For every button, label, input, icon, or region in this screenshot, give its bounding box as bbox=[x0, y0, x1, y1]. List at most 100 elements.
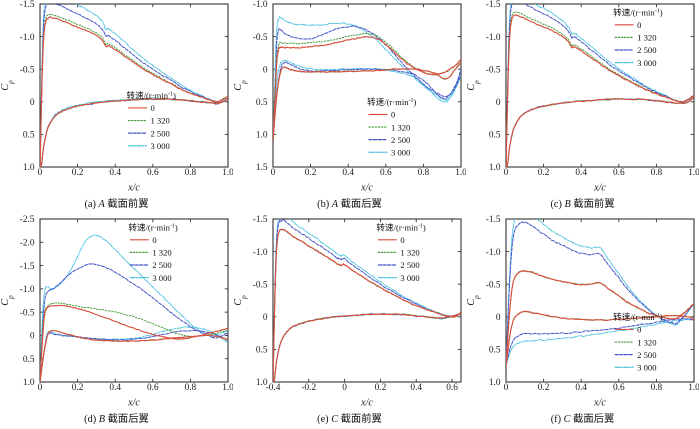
svg-text:0.2: 0.2 bbox=[72, 383, 84, 393]
svg-text:2 500: 2 500 bbox=[152, 260, 171, 270]
svg-text:(a) A 截面前翼: (a) A 截面前翼 bbox=[84, 197, 148, 210]
svg-text:0.8: 0.8 bbox=[418, 168, 430, 178]
svg-text:-0.4: -0.4 bbox=[266, 383, 281, 393]
svg-text:0.2: 0.2 bbox=[305, 168, 317, 178]
svg-text:2 500: 2 500 bbox=[391, 135, 410, 145]
svg-text:-0.5: -0.5 bbox=[20, 308, 35, 318]
svg-text:0: 0 bbox=[152, 235, 156, 245]
svg-text:0.6: 0.6 bbox=[613, 168, 625, 178]
svg-text:0.8: 0.8 bbox=[651, 168, 663, 178]
svg-text:0.2: 0.2 bbox=[538, 168, 550, 178]
svg-text:2 500: 2 500 bbox=[637, 350, 656, 360]
svg-text:-1.0: -1.0 bbox=[253, 248, 268, 258]
svg-text:-0.5: -0.5 bbox=[486, 65, 501, 75]
svg-text:0.4: 0.4 bbox=[109, 383, 121, 393]
svg-text:3 000: 3 000 bbox=[400, 273, 419, 283]
svg-text:0.5: 0.5 bbox=[489, 131, 501, 141]
svg-text:-1.0: -1.0 bbox=[20, 285, 35, 295]
svg-text:0.6: 0.6 bbox=[380, 168, 392, 178]
svg-text:0.2: 0.2 bbox=[538, 383, 550, 393]
svg-text:(f) C 截面后翼: (f) C 截面后翼 bbox=[551, 412, 615, 425]
svg-text:(c) B 截面前翼: (c) B 截面前翼 bbox=[550, 197, 614, 210]
svg-text:-1.0: -1.0 bbox=[20, 33, 35, 43]
svg-text:-1.0: -1.0 bbox=[253, 0, 268, 10]
svg-text:0.5: 0.5 bbox=[23, 355, 35, 365]
svg-text:1 320: 1 320 bbox=[150, 116, 169, 126]
svg-text:0.6: 0.6 bbox=[613, 383, 625, 393]
svg-text:0: 0 bbox=[263, 65, 268, 75]
svg-text:0: 0 bbox=[38, 168, 43, 178]
svg-text:0: 0 bbox=[30, 332, 35, 342]
svg-text:0: 0 bbox=[637, 325, 641, 335]
svg-text:0: 0 bbox=[400, 235, 404, 245]
svg-text:0.8: 0.8 bbox=[651, 383, 663, 393]
svg-text:2 500: 2 500 bbox=[637, 45, 656, 55]
svg-text:0: 0 bbox=[38, 383, 43, 393]
svg-text:0.4: 0.4 bbox=[410, 383, 422, 393]
svg-text:x/c: x/c bbox=[360, 183, 373, 194]
svg-text:1.0: 1.0 bbox=[222, 168, 233, 178]
svg-text:1.0: 1.0 bbox=[222, 383, 233, 393]
svg-text:0: 0 bbox=[496, 98, 501, 108]
svg-text:0.5: 0.5 bbox=[23, 131, 35, 141]
svg-text:0.2: 0.2 bbox=[72, 168, 84, 178]
svg-text:2 500: 2 500 bbox=[400, 260, 419, 270]
svg-text:0: 0 bbox=[391, 110, 395, 120]
svg-text:1.0: 1.0 bbox=[489, 163, 501, 173]
svg-text:0: 0 bbox=[150, 103, 154, 113]
svg-text:x/c: x/c bbox=[127, 398, 140, 409]
svg-text:0: 0 bbox=[637, 20, 641, 30]
svg-text:x/c: x/c bbox=[593, 183, 606, 194]
svg-text:-1.5: -1.5 bbox=[253, 215, 268, 225]
svg-text:0.8: 0.8 bbox=[185, 383, 197, 393]
svg-text:0.4: 0.4 bbox=[575, 168, 587, 178]
svg-text:1.0: 1.0 bbox=[455, 168, 466, 178]
svg-text:(e) C 截面前翼: (e) C 截面前翼 bbox=[317, 412, 382, 425]
svg-text:0.5: 0.5 bbox=[256, 346, 268, 356]
svg-text:-0.5: -0.5 bbox=[253, 280, 268, 290]
svg-text:-1.5: -1.5 bbox=[486, 0, 501, 10]
svg-text:0.6: 0.6 bbox=[446, 383, 458, 393]
svg-text:x/c: x/c bbox=[360, 398, 373, 409]
svg-text:0.6: 0.6 bbox=[147, 383, 159, 393]
svg-text:1 320: 1 320 bbox=[637, 337, 656, 347]
svg-text:0: 0 bbox=[271, 168, 276, 178]
svg-text:0.6: 0.6 bbox=[147, 168, 159, 178]
svg-text:1.0: 1.0 bbox=[688, 168, 699, 178]
svg-text:-1.5: -1.5 bbox=[20, 262, 35, 272]
svg-text:(d) B 截面后翼: (d) B 截面后翼 bbox=[84, 412, 149, 425]
svg-text:3 000: 3 000 bbox=[391, 147, 410, 157]
svg-text:-1.5: -1.5 bbox=[20, 0, 35, 10]
svg-text:1.5: 1.5 bbox=[256, 163, 268, 173]
svg-text:1.0: 1.0 bbox=[688, 383, 699, 393]
svg-text:0.5: 0.5 bbox=[256, 98, 268, 108]
svg-text:x/c: x/c bbox=[127, 183, 140, 194]
svg-text:0: 0 bbox=[504, 168, 509, 178]
svg-text:3 000: 3 000 bbox=[152, 273, 171, 283]
svg-text:0: 0 bbox=[504, 383, 509, 393]
svg-text:0: 0 bbox=[30, 98, 35, 108]
svg-text:1 320: 1 320 bbox=[400, 248, 419, 258]
svg-text:1 320: 1 320 bbox=[391, 122, 410, 132]
svg-text:1.0: 1.0 bbox=[23, 163, 35, 173]
svg-text:1 320: 1 320 bbox=[152, 248, 171, 258]
svg-text:0: 0 bbox=[263, 313, 268, 323]
svg-text:-1.0: -1.0 bbox=[486, 248, 501, 258]
svg-text:0: 0 bbox=[342, 383, 347, 393]
svg-text:2 500: 2 500 bbox=[150, 128, 169, 138]
svg-text:-1.0: -1.0 bbox=[486, 33, 501, 43]
svg-text:3 000: 3 000 bbox=[150, 141, 169, 151]
svg-text:0: 0 bbox=[496, 313, 501, 323]
svg-text:1.0: 1.0 bbox=[256, 131, 268, 141]
svg-text:-2.0: -2.0 bbox=[20, 238, 35, 248]
svg-text:-2.5: -2.5 bbox=[20, 215, 35, 225]
svg-text:0.5: 0.5 bbox=[489, 346, 501, 356]
svg-text:3 000: 3 000 bbox=[637, 362, 656, 372]
svg-text:0.4: 0.4 bbox=[342, 168, 354, 178]
svg-text:1.0: 1.0 bbox=[23, 378, 35, 388]
svg-text:0.4: 0.4 bbox=[575, 383, 587, 393]
svg-text:0.8: 0.8 bbox=[185, 168, 197, 178]
svg-text:x/c: x/c bbox=[593, 398, 606, 409]
svg-text:3 000: 3 000 bbox=[637, 58, 656, 68]
svg-text:-0.5: -0.5 bbox=[20, 65, 35, 75]
